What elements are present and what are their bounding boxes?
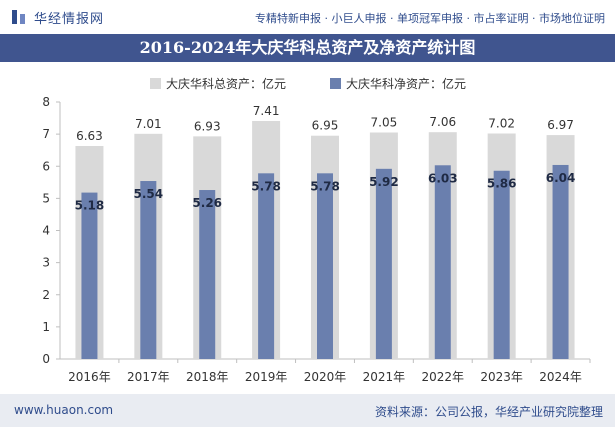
net-assets-value-label: 6.03 [428, 171, 458, 185]
legend-label-1: 大庆华科总资产：亿元 [166, 76, 286, 91]
y-tick-label: 1 [42, 320, 50, 334]
chart-title: 2016-2024年大庆华科总资产及净资产统计图 [139, 38, 476, 57]
total-assets-value-label: 7.02 [488, 116, 515, 130]
y-tick-label: 2 [42, 288, 50, 302]
net-assets-bar [199, 190, 216, 359]
total-assets-value-label: 7.41 [253, 104, 280, 118]
y-tick-label: 7 [42, 127, 50, 141]
net-assets-bar [258, 173, 275, 359]
net-assets-value-label: 5.78 [251, 179, 281, 193]
x-tick-label: 2017年 [127, 370, 170, 384]
legend-swatch-2 [330, 78, 341, 89]
x-tick-label: 2021年 [363, 370, 406, 384]
total-assets-value-label: 6.97 [547, 118, 574, 132]
website-link[interactable]: www.huaon.com [14, 403, 114, 417]
y-tick-label: 6 [42, 159, 50, 173]
x-tick-label: 2018年 [186, 370, 229, 384]
footer: www.huaon.com 资料来源：公司公报，华经产业研究院整理 [0, 394, 615, 427]
total-assets-value-label: 6.95 [312, 119, 339, 133]
net-assets-bar [493, 170, 510, 359]
net-assets-value-label: 5.26 [192, 196, 222, 210]
data-source-note: 资料来源：公司公报，华经产业研究院整理 [374, 405, 603, 419]
net-assets-value-label: 5.86 [487, 177, 517, 191]
total-assets-value-label: 7.06 [429, 115, 456, 129]
x-tick-label: 2020年 [304, 370, 347, 384]
net-assets-bar [552, 164, 569, 359]
net-assets-bar [434, 165, 451, 359]
net-assets-bar [140, 181, 157, 359]
net-assets-value-label: 5.18 [75, 199, 105, 213]
x-tick-label: 2023年 [480, 370, 523, 384]
y-tick-label: 8 [42, 95, 50, 109]
y-tick-label: 5 [42, 191, 50, 205]
x-tick-label: 2019年 [245, 370, 288, 384]
total-assets-value-label: 7.05 [371, 116, 398, 130]
x-tick-label: 2016年 [68, 370, 111, 384]
total-assets-value-label: 6.93 [194, 119, 221, 133]
net-assets-bar [317, 173, 333, 359]
x-tick-label: 2024年 [539, 370, 582, 384]
net-assets-bar [375, 168, 392, 359]
net-assets-value-label: 5.78 [310, 179, 340, 193]
brand-name: 华经情报网 [34, 11, 105, 27]
total-assets-value-label: 7.01 [135, 117, 162, 131]
y-tick-label: 3 [42, 256, 50, 270]
bar-chart: 大庆华科总资产：亿元 大庆华科净资产：亿元 0 1 2 3 4 5 6 7 8 6.63 5.18 201… [42, 76, 591, 384]
x-tick-label: 2022年 [422, 370, 465, 384]
brand-logo[interactable]: 华经情报网 [12, 8, 105, 27]
y-tick-label: 0 [42, 352, 50, 366]
top-header: 华经情报网 专精特新申报 · 小巨人申报 · 单项冠军申报 · 市占率证明 · … [0, 0, 615, 34]
legend-label-2: 大庆华科净资产：亿元 [346, 76, 466, 91]
bar-logo-icon [12, 10, 26, 24]
net-assets-value-label: 5.92 [369, 175, 399, 189]
services-tagline: 专精特新申报 · 小巨人申报 · 单项冠军申报 · 市占率证明 · 市场地位证明 [255, 12, 605, 25]
net-assets-value-label: 5.54 [134, 187, 164, 201]
total-assets-value-label: 6.63 [76, 129, 103, 143]
legend-swatch-1 [150, 78, 161, 89]
title-bar: 2016-2024年大庆华科总资产及净资产统计图 [0, 34, 615, 62]
net-assets-bar [81, 192, 98, 359]
net-assets-value-label: 6.04 [546, 171, 576, 185]
y-tick-label: 4 [42, 224, 50, 238]
